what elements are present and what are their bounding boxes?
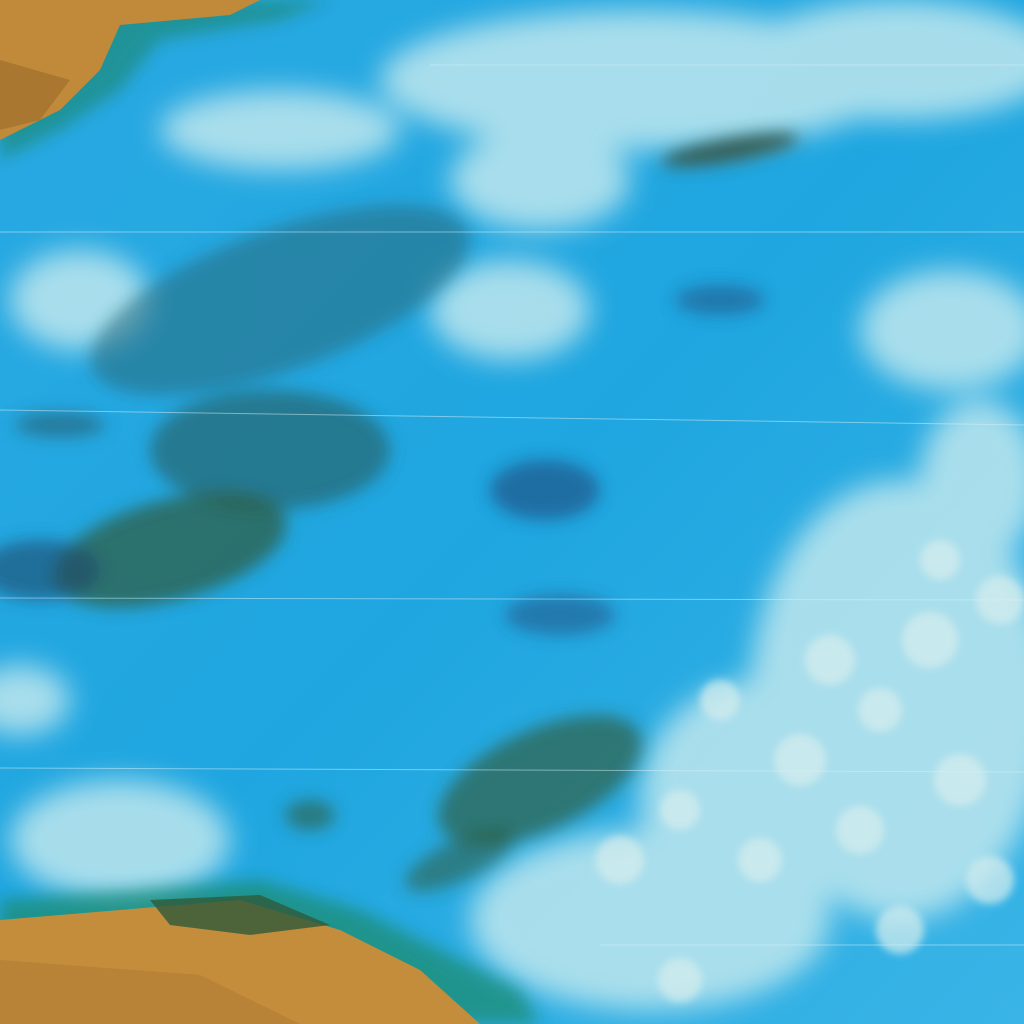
scan-lines [0, 64, 1024, 946]
land-northwest [0, 0, 330, 160]
storm-systems [0, 133, 799, 892]
land-southwest [0, 880, 540, 1024]
